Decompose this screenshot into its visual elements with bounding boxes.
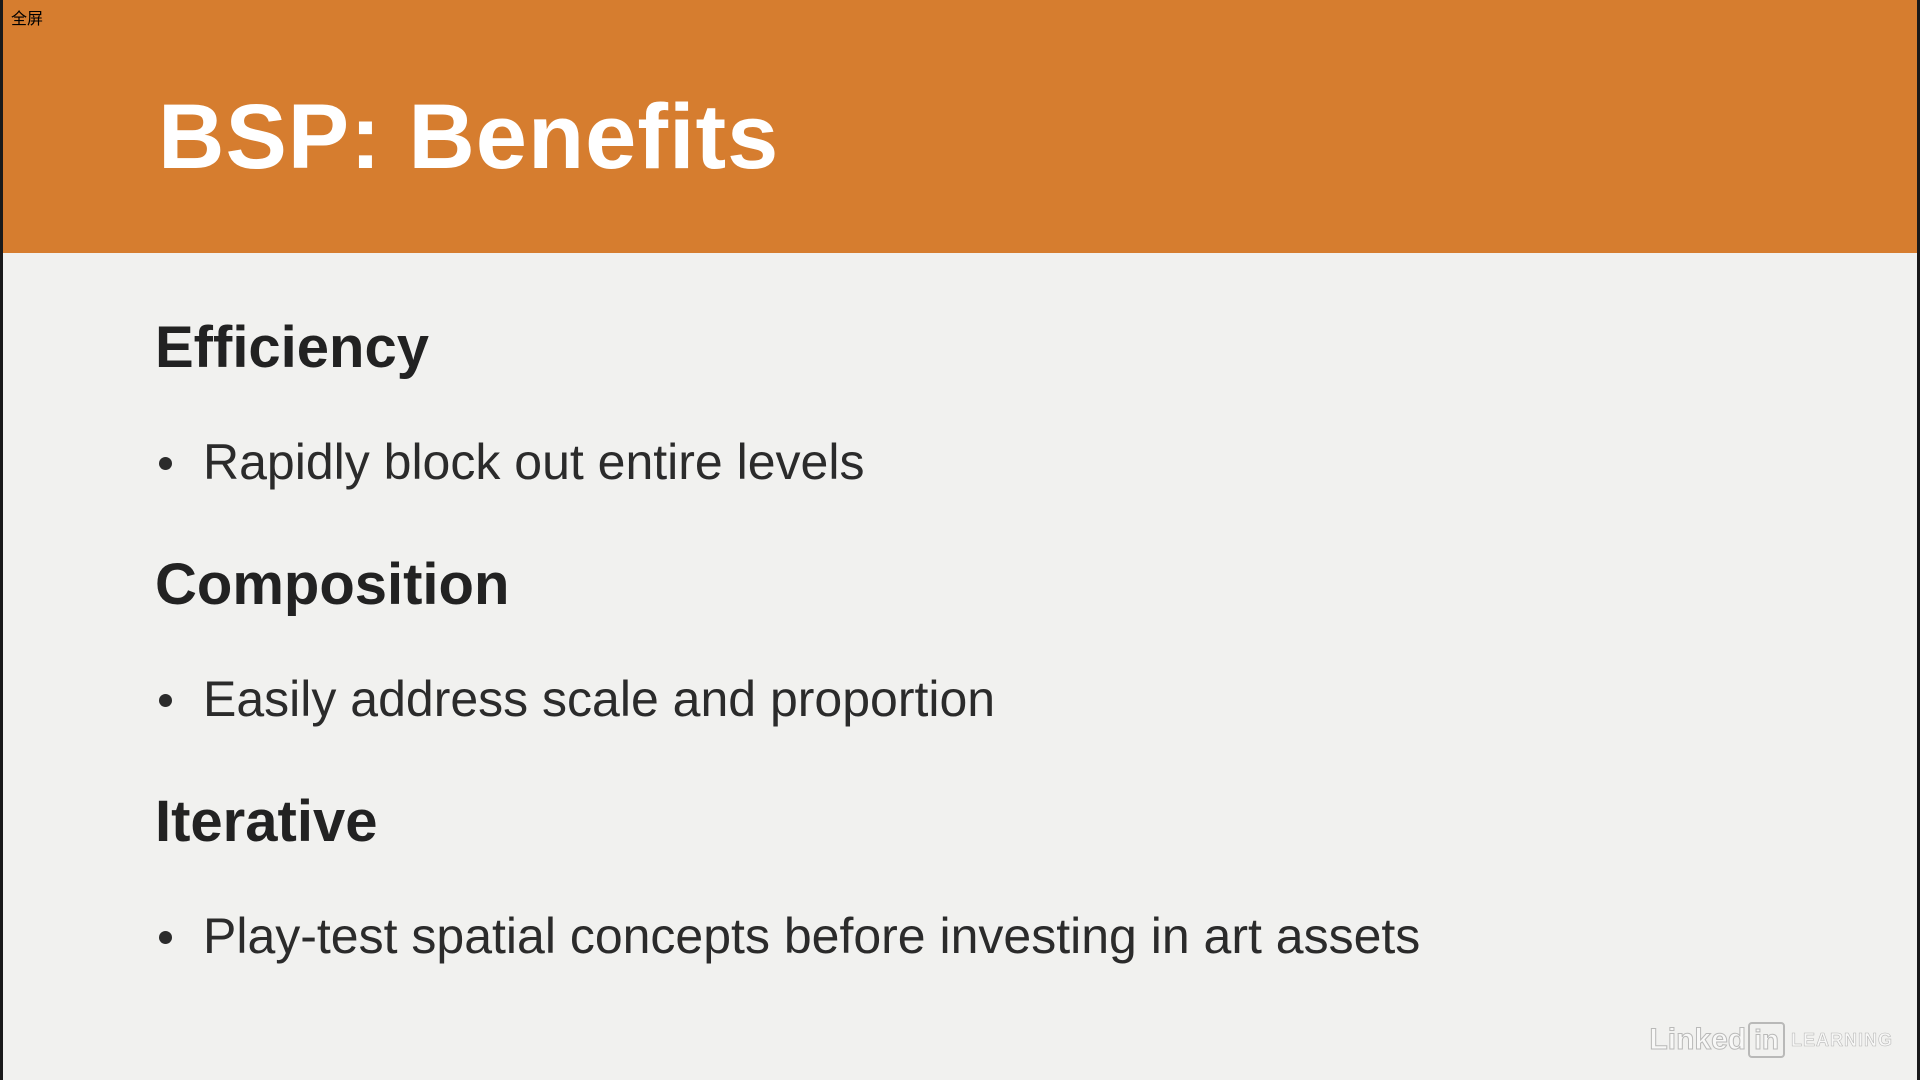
section-iterative: Iterative Play-test spatial concepts bef…	[155, 787, 1755, 967]
section-heading: Iterative	[155, 789, 378, 854]
section-composition: Composition Easily address scale and pro…	[155, 550, 1755, 730]
bullet-item: Play-test spatial concepts before invest…	[155, 905, 1755, 967]
fullscreen-button[interactable]: 全屏	[11, 9, 44, 28]
bullet-text: Easily address scale and proportion	[203, 671, 996, 727]
watermark-brand-box: in	[1748, 1022, 1785, 1058]
slide-title: BSP: Benefits	[158, 86, 780, 188]
bullet-dot-icon	[159, 457, 172, 470]
section-heading: Composition	[155, 552, 510, 617]
bullet-item: Rapidly block out entire levels	[155, 431, 1755, 493]
bullet-dot-icon	[159, 694, 172, 707]
bullet-dot-icon	[159, 931, 172, 944]
slide-header-band: BSP: Benefits	[3, 0, 1917, 253]
bullet-item: Easily address scale and proportion	[155, 668, 1755, 730]
bullet-text: Rapidly block out entire levels	[203, 434, 865, 490]
section-efficiency: Efficiency Rapidly block out entire leve…	[155, 313, 1755, 493]
linkedin-learning-watermark: Linked in LEARNING	[1649, 1022, 1893, 1058]
section-heading: Efficiency	[155, 315, 429, 380]
bullet-text: Play-test spatial concepts before invest…	[203, 908, 1421, 964]
video-frame: BSP: Benefits 全屏 Efficiency Rapidly bloc…	[3, 0, 1917, 1080]
watermark-brand-word: Linked	[1649, 1023, 1747, 1057]
watermark-product: LEARNING	[1791, 1030, 1893, 1051]
